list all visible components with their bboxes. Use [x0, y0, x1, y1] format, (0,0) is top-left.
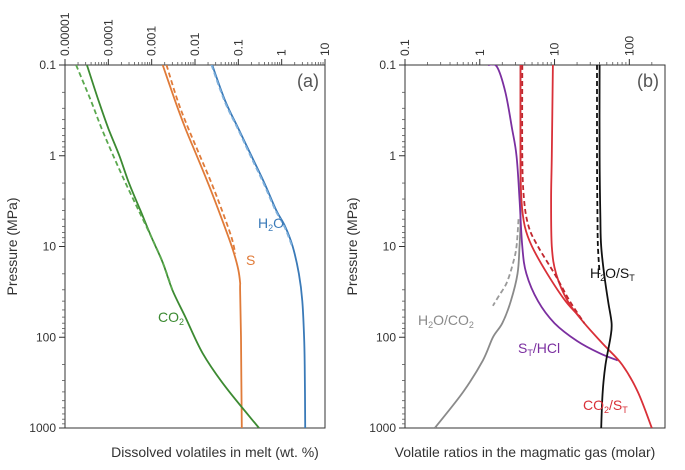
series-line-co2-st: [550, 65, 653, 428]
series-lines: [434, 65, 653, 428]
x-tick-label: 10: [318, 42, 332, 56]
y-tick-label: 100: [36, 330, 56, 344]
series-line-co2-st-dashed-: [521, 65, 586, 324]
y-tick-label: 10: [383, 240, 397, 254]
series-lines: [75, 65, 307, 428]
series-line-h2o-co2: [434, 65, 522, 428]
x-tick-label: 10: [548, 42, 562, 56]
x-tick-label: 0.1: [231, 39, 245, 56]
panel-label: (a): [297, 71, 319, 91]
series-line-h2o-st: [598, 65, 613, 428]
y-axis-title: Pressure (MPa): [4, 197, 20, 295]
series-line-h2o-co2-dashed-: [492, 219, 520, 307]
panel-b: 0.1 1 10 100 0.1 1 10 100 1000 Pressure (MPa) Vola…: [344, 36, 666, 460]
y-axis-title: Pressure (MPa): [344, 197, 360, 295]
panel-label: (b): [637, 71, 659, 91]
x-axis-title: Dissolved volatiles in melt (wt. %): [111, 444, 319, 460]
y-tick-label: 0.1: [379, 58, 396, 72]
y-tick-label: 1000: [29, 421, 56, 435]
x-tick-label: 0.00001: [58, 12, 72, 56]
plot-frame: [64, 64, 326, 429]
series-label-s: S: [246, 252, 255, 268]
series-label-h2o-co2: H2O/CO2: [418, 312, 474, 330]
x-tick-label: 0.001: [145, 26, 159, 56]
y-tick-label: 1: [49, 149, 56, 163]
series-line-co2-st-red-solid-2-: [519, 65, 581, 318]
series-line-st-hcl: [488, 65, 619, 362]
series-label-co2-st: CO2/ST: [583, 397, 628, 415]
y-tick-label: 1000: [369, 421, 396, 435]
y-tick-label: 0.1: [39, 58, 56, 72]
series-label-h2o: H2O: [258, 215, 284, 233]
x-tick-label: 1: [275, 49, 289, 56]
series-line-s-dashed-: [165, 65, 237, 254]
series-label-h2o-st: H2O/ST: [590, 265, 635, 283]
plot-frame: [404, 64, 666, 429]
y-tick-label: 10: [43, 240, 57, 254]
x-tick-label: 100: [622, 36, 636, 56]
panel-a: 0.00001 0.0001 0.001 0.01 0.1 1 10 0.1 1 10 100 100…: [4, 12, 332, 460]
x-tick-label: 0.01: [188, 32, 202, 56]
x-tick-label: 1: [473, 49, 487, 56]
series-line-h2o-dashed-: [210, 65, 294, 247]
x-axis-title: Volatile ratios in the magmatic gas (mol…: [395, 444, 656, 460]
y-tick-label: 100: [376, 330, 396, 344]
series-line-h2o: [211, 65, 307, 428]
series-label-co2: CO2: [158, 309, 184, 327]
series-label-st-hcl: ST/HCl: [518, 340, 560, 358]
x-tick-label: 0.0001: [101, 19, 115, 56]
x-tick-label: 0.1: [398, 39, 412, 56]
series-line-co2-dashed-: [75, 65, 174, 291]
y-tick-label: 1: [389, 149, 396, 163]
series-line-h2o-st-dashed-: [596, 65, 601, 274]
series-line-s: [161, 65, 243, 428]
